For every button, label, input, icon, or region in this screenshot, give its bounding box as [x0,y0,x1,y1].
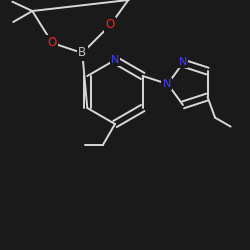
Text: O: O [106,18,115,32]
Text: B: B [78,46,86,60]
Text: N: N [179,57,187,67]
Text: N: N [162,79,171,89]
Text: O: O [48,36,57,50]
Text: N: N [111,55,119,65]
